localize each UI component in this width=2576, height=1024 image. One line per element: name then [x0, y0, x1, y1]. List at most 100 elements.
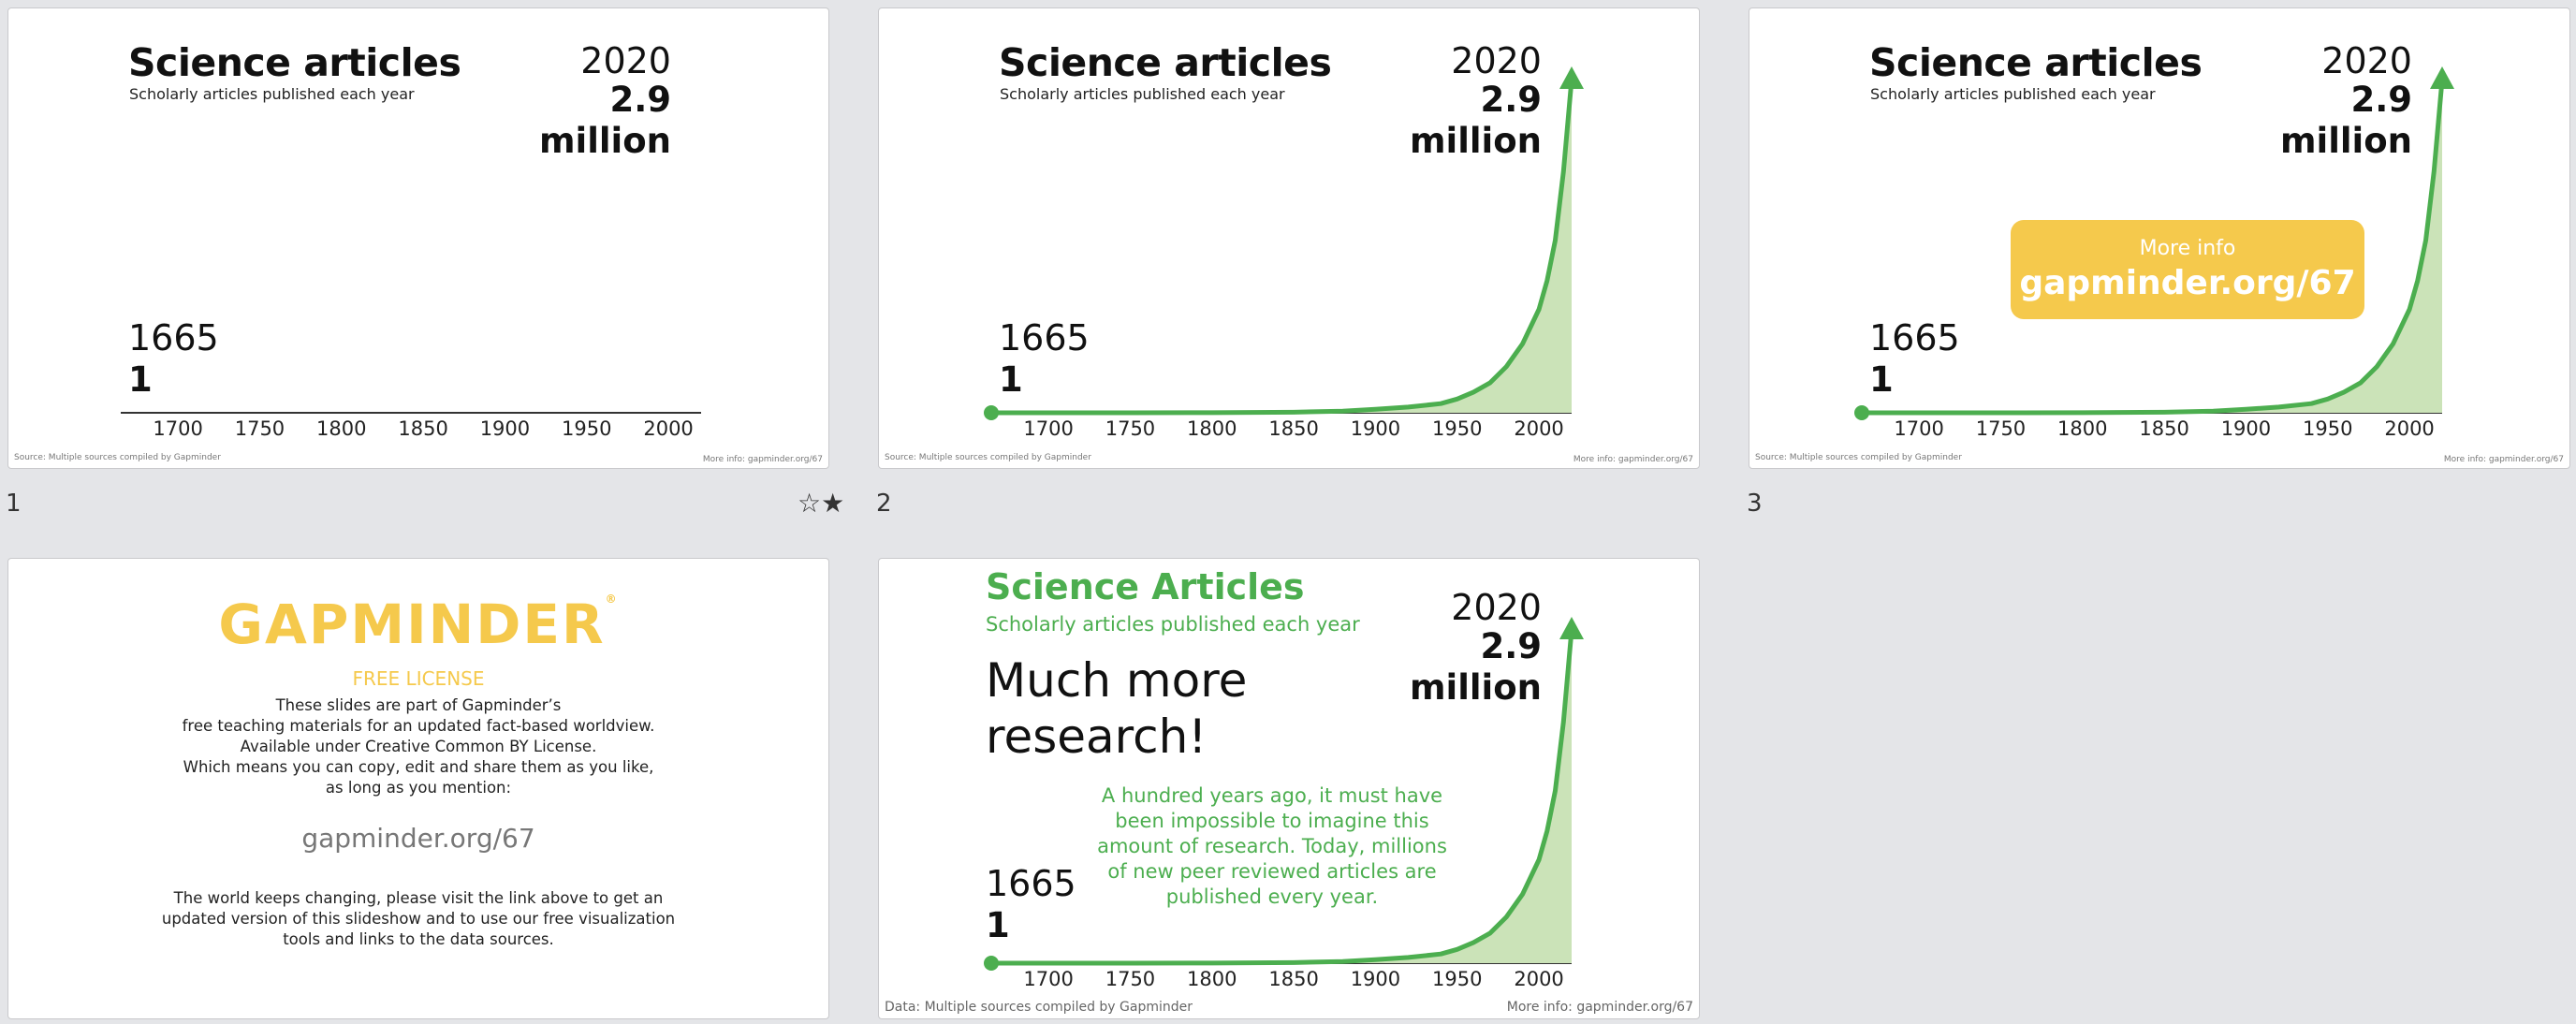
headline-line: research!: [986, 709, 1208, 764]
gapminder-logo: GAPMINDER®: [218, 592, 619, 656]
end-year-label: 2020: [1451, 587, 1542, 628]
chart-svg: 1700 1750 1800 1850 1900 1950 2000: [984, 617, 1584, 990]
end-value-label: 2.9 million: [538, 80, 671, 161]
slide-number: 3: [1747, 490, 1763, 518]
license-body: These slides are part of Gapminder’s fre…: [8, 695, 828, 798]
chart-svg: 1700 1750 1800 1850 1900 1950 2000: [1854, 66, 2454, 440]
source-note: Source: Multiple sources compiled by Gap…: [1755, 453, 1962, 462]
slide-subtitle: Scholarly articles published each year: [1000, 85, 1285, 103]
x-tick-label: 2000: [643, 417, 693, 440]
slide-thumbnail-5[interactable]: Science Articles Scholarly articles publ…: [878, 558, 1700, 1019]
end-arrow: [1559, 617, 1584, 639]
end-value-label: 2.9 million: [1409, 626, 1542, 708]
chart-svg: 1700 1750 1800 1850 1900 1950 2000: [121, 412, 701, 440]
license-line: Available under Creative Common BY Licen…: [240, 738, 597, 755]
x-tick-label: 2000: [1514, 968, 1563, 990]
slide-thumbnail-2[interactable]: Science articles Scholarly articles publ…: [878, 7, 1700, 469]
start-year-label: 1665: [128, 317, 219, 358]
x-tick-label: 1800: [1187, 417, 1237, 440]
x-tick-label: 1750: [1105, 417, 1155, 440]
slide-title: Science articles: [999, 40, 1332, 85]
end-value-label: 2.9 million: [2279, 80, 2412, 161]
chart-svg: 1700 1750 1800 1850 1900 1950 2000: [984, 66, 1584, 440]
x-tick-label: 1750: [1105, 968, 1155, 990]
slide-title: Science articles: [128, 40, 461, 85]
more-info-badge-label: More info: [2139, 237, 2236, 260]
x-tick-label: 1700: [1894, 417, 1943, 440]
start-value-label: 1: [128, 359, 153, 400]
x-tick-label: 1750: [235, 417, 285, 440]
x-tick-label: 1950: [562, 417, 611, 440]
slide-number: 2: [876, 490, 892, 518]
slide-star-icon[interactable]: ☆★: [798, 488, 845, 519]
series-area: [991, 630, 1572, 963]
registered-mark: ®: [605, 592, 619, 606]
license-footer: The world keeps changing, please visit t…: [8, 888, 828, 950]
start-point: [984, 405, 999, 420]
slide-title: Science Articles: [986, 566, 1305, 607]
end-arrow: [2430, 66, 2454, 89]
x-tick-label: 1800: [316, 417, 366, 440]
end-value-label: 2.9 million: [1409, 80, 1542, 161]
start-point: [1854, 405, 1869, 420]
x-tick-label: 1850: [1268, 968, 1318, 990]
slide-thumbnail-4[interactable]: GAPMINDER® FREE LICENSE These slides are…: [7, 558, 829, 1019]
x-tick-label: 2000: [1514, 417, 1563, 440]
more-info-note: More info: gapminder.org/67: [2443, 455, 2564, 464]
headline-line: Much more: [986, 653, 1248, 708]
start-year-label: 1665: [1869, 317, 1960, 358]
x-tick-label: 1800: [2057, 417, 2107, 440]
slide-title: Science articles: [1869, 40, 2203, 85]
more-info-note: More info: gapminder.org/67: [1506, 1000, 1693, 1015]
x-tick-label: 1850: [398, 417, 447, 440]
series-area: [1862, 80, 2442, 413]
x-tick-label: 1750: [1976, 417, 2026, 440]
x-tick-label: 2000: [2384, 417, 2434, 440]
source-note: Source: Multiple sources compiled by Gap…: [14, 453, 221, 462]
explanatory-note: A hundred years ago, it must have been i…: [1097, 784, 1447, 908]
end-year-label: 2020: [2321, 40, 2412, 81]
license-link[interactable]: gapminder.org/67: [301, 823, 535, 854]
slide-subtitle: Scholarly articles published each year: [129, 85, 415, 103]
slide-subtitle: Scholarly articles published each year: [1870, 85, 2156, 103]
x-tick-label: 1900: [2221, 417, 2271, 440]
more-info-note: More info: gapminder.org/67: [1573, 455, 1693, 464]
series-area: [991, 80, 1572, 413]
x-tick-label: 1900: [480, 417, 530, 440]
license-footer-line: updated version of this slideshow and to…: [161, 910, 676, 928]
slide-thumbnail-3[interactable]: Science articles Scholarly articles publ…: [1749, 7, 2570, 469]
license-line: Which means you can copy, edit and share…: [183, 758, 654, 776]
start-value-label: 1: [999, 359, 1023, 400]
x-tick-label: 1700: [1023, 417, 1073, 440]
x-tick-label: 1850: [1268, 417, 1318, 440]
slide-thumbnail-1[interactable]: Science articles Scholarly articles publ…: [7, 7, 829, 469]
x-tick-label: 1700: [153, 417, 202, 440]
start-point: [984, 956, 999, 971]
license-heading: FREE LICENSE: [352, 667, 485, 690]
x-tick-label: 1850: [2139, 417, 2188, 440]
x-tick-label: 1950: [2303, 417, 2352, 440]
x-tick-label: 1950: [1432, 968, 1482, 990]
x-tick-label: 1800: [1187, 968, 1237, 990]
slide-headline: Much more research!: [986, 652, 1247, 765]
license-line: These slides are part of Gapminder’s: [275, 696, 562, 714]
license-line: free teaching materials for an updated f…: [182, 717, 655, 735]
source-note: Source: Multiple sources compiled by Gap…: [885, 453, 1091, 462]
slide-number: 1: [6, 490, 22, 518]
license-line: as long as you mention:: [325, 779, 512, 797]
series-line: [991, 79, 1574, 416]
x-tick-label: 1900: [1351, 417, 1400, 440]
more-info-badge-link: gapminder.org/67: [2019, 264, 2356, 302]
source-note: Data: Multiple sources compiled by Gapmi…: [885, 1000, 1193, 1015]
x-tick-label: 1700: [1023, 968, 1073, 990]
series-line: [1862, 79, 2445, 416]
x-tick-label: 1950: [1432, 417, 1482, 440]
start-year-label: 1665: [999, 317, 1090, 358]
end-arrow: [1559, 66, 1584, 89]
license-footer-line: tools and links to the data sources.: [283, 930, 554, 948]
slide-subtitle: Scholarly articles published each year: [986, 613, 1360, 636]
start-value-label: 1: [986, 905, 1010, 945]
more-info-badge: More info gapminder.org/67: [2011, 220, 2364, 319]
x-tick-label: 1900: [1351, 968, 1400, 990]
end-year-label: 2020: [1451, 40, 1542, 81]
